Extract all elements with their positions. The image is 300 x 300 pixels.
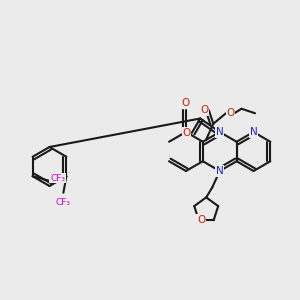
Text: CF₃: CF₃ [56,198,71,207]
Text: N: N [250,127,257,137]
Text: O: O [197,215,205,225]
Text: O: O [200,105,208,115]
Text: N: N [216,127,224,137]
Text: O: O [182,128,190,138]
Text: N: N [216,166,224,176]
Text: O: O [226,108,235,118]
Text: CF₃: CF₃ [50,174,65,183]
Text: O: O [182,98,190,109]
